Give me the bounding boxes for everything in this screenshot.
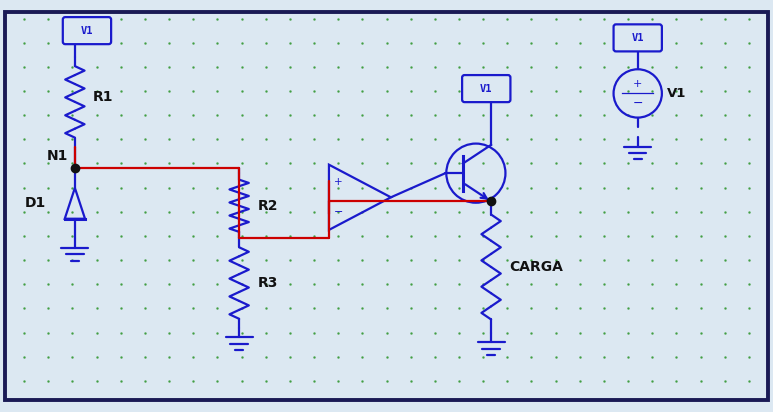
Text: V1: V1 — [632, 33, 644, 43]
Text: N1: N1 — [46, 150, 68, 164]
Text: +: + — [633, 79, 642, 89]
FancyBboxPatch shape — [614, 24, 662, 52]
FancyBboxPatch shape — [63, 17, 111, 44]
Text: R1: R1 — [94, 90, 114, 104]
Text: +: + — [334, 177, 342, 187]
Text: V1: V1 — [667, 87, 686, 100]
Text: −: − — [632, 96, 643, 110]
FancyBboxPatch shape — [462, 75, 510, 102]
Text: R3: R3 — [257, 276, 278, 290]
Text: V1: V1 — [480, 84, 492, 94]
Text: V1: V1 — [80, 26, 94, 35]
Text: D1: D1 — [25, 197, 46, 211]
Text: −: − — [334, 207, 343, 217]
Text: CARGA: CARGA — [509, 260, 564, 274]
Text: R2: R2 — [257, 199, 278, 213]
